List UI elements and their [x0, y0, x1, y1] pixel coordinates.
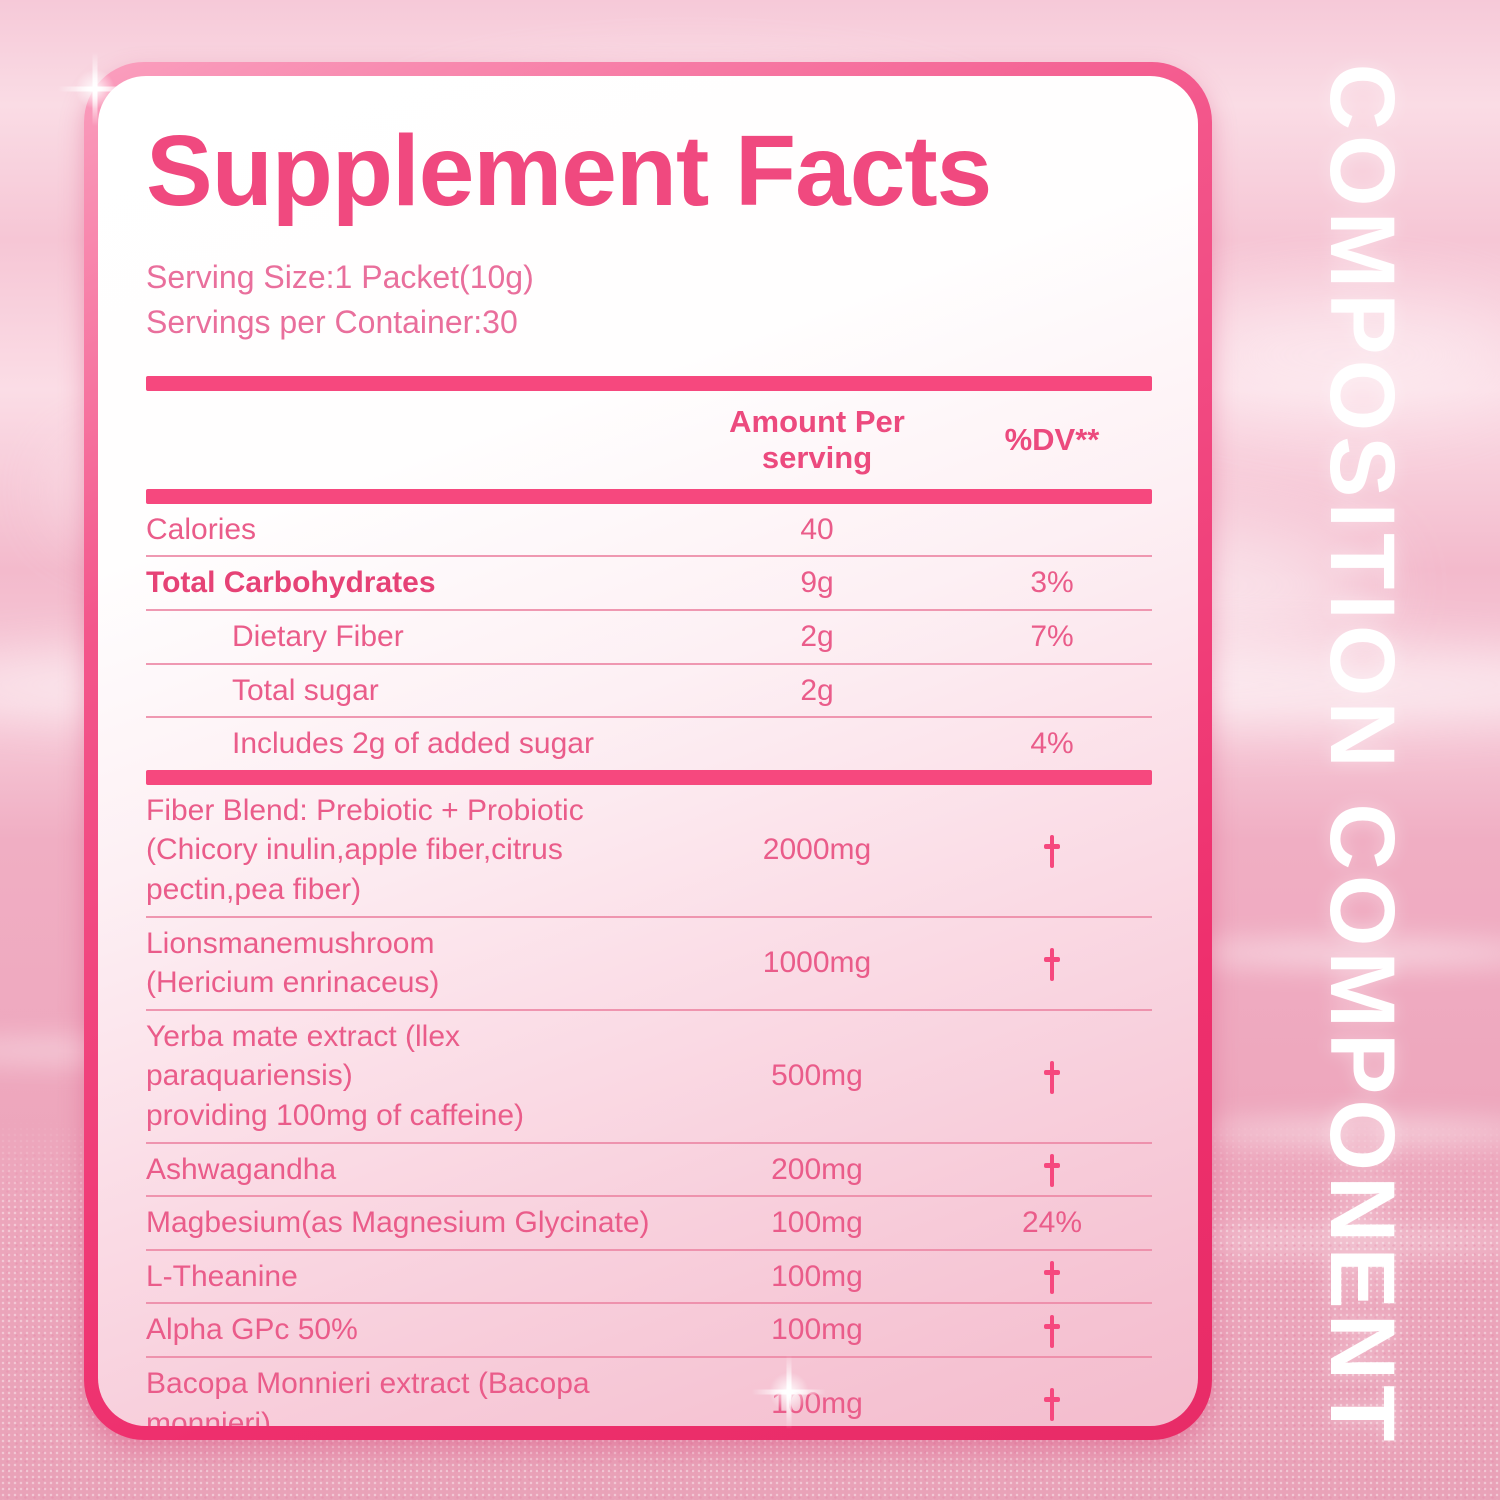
nutrient-name: Yerba mate extract (llex paraquariensis)…	[146, 1019, 525, 1132]
nutrient-amount: 100mg	[771, 1259, 863, 1293]
daily-value-not-established-icon	[1042, 1061, 1062, 1094]
daily-value-not-established-icon	[1042, 1261, 1062, 1294]
nutrient-name: Dietary Fiber	[232, 620, 404, 654]
nutrient-row: Calories 40	[146, 504, 1152, 556]
nutrient-name: Lionsmanemushroom (Hericium enrinaceus)	[146, 926, 440, 1000]
nutrient-row: Yerba mate extract (llex paraquariensis)…	[146, 1011, 1152, 1142]
nutrient-amount: 100mg	[771, 1386, 863, 1420]
row-divider	[146, 1195, 1152, 1198]
daily-value-not-established-icon	[1042, 1388, 1062, 1421]
nutrient-row: Total sugar 2g	[146, 665, 1152, 717]
nutrient-row: Ashwagandha 200mg	[146, 1144, 1152, 1196]
row-divider	[146, 1008, 1152, 1011]
column-amount-header: Amount Per serving	[729, 403, 905, 475]
section-divider-bar	[146, 769, 1152, 785]
nutrient-row: Alpha GPc 50% 100mg	[146, 1304, 1152, 1356]
nutrient-name: Alpha GPc 50%	[146, 1313, 358, 1347]
nutrient-name: Total Carbohydrates	[146, 566, 436, 600]
row-divider	[146, 1141, 1152, 1144]
nutrient-name: Ashwagandha	[146, 1152, 337, 1186]
section-divider-bar	[146, 488, 1152, 504]
nutrient-name: Bacopa Monnieri extract (Bacopa monnieri…	[146, 1366, 590, 1426]
table-header-row: Amount Per serving %DV**	[146, 391, 1152, 489]
nutrient-dv	[952, 1056, 1152, 1096]
nutrient-amount: 2000mg	[762, 833, 872, 867]
column-dv-header: %DV**	[1004, 421, 1100, 457]
nutrient-name: Calories	[146, 512, 257, 546]
section-divider-bar	[146, 375, 1152, 391]
panel-content: Supplement Facts Serving Size:1 Packet(1…	[98, 76, 1198, 1426]
row-divider	[146, 1248, 1152, 1251]
nutrient-amount: 2g	[800, 620, 834, 654]
serving-size-line: Serving Size:1 Packet(10g)	[146, 259, 534, 295]
row-divider	[146, 1355, 1152, 1358]
nutrient-dv	[952, 1257, 1152, 1297]
nutrient-name: Fiber Blend: Prebiotic + Probiotic (Chico…	[146, 793, 584, 907]
nutrient-row: Bacopa Monnieri extract (Bacopa monnieri…	[146, 1358, 1152, 1426]
row-divider	[146, 555, 1152, 558]
nutrient-row: Magbesium(as Magnesium Glycinate) 100mg 24…	[146, 1197, 1152, 1249]
daily-value-not-established-icon	[1042, 1315, 1062, 1348]
serving-info: Serving Size:1 Packet(10g) Servings per …	[146, 255, 1152, 346]
nutrient-amount: 9g	[800, 566, 834, 600]
nutrient-name: L-Theanine	[146, 1259, 298, 1293]
nutrient-dv: 7%	[1030, 620, 1074, 654]
nutrient-dv	[952, 943, 1152, 983]
nutrient-name: Includes 2g of added sugar	[232, 727, 594, 761]
nutrient-amount: 1000mg	[762, 946, 872, 980]
row-divider	[146, 915, 1152, 918]
nutrient-row: Total Carbohydrates 9g 3%	[146, 557, 1152, 609]
row-divider	[146, 716, 1152, 719]
daily-value-not-established-icon	[1042, 948, 1062, 981]
nutrient-dv: 24%	[1021, 1206, 1083, 1240]
nutrient-rows: Calories 40 Total Carbohydrates 9g 3% Dietary…	[146, 504, 1152, 1426]
nutrient-row: L-Theanine 100mg	[146, 1251, 1152, 1303]
nutrient-dv: 4%	[1030, 727, 1074, 761]
nutrient-dv	[952, 1150, 1152, 1190]
nutrient-dv	[952, 1310, 1152, 1350]
daily-value-not-established-icon	[1042, 835, 1062, 868]
nutrient-amount: 2g	[800, 673, 834, 707]
nutrient-dv	[952, 830, 1152, 870]
nutrient-amount: 100mg	[771, 1313, 863, 1347]
nutrient-amount: 200mg	[771, 1152, 863, 1186]
nutrient-row: Lionsmanemushroom (Hericium enrinaceus) 10…	[146, 918, 1152, 1009]
nutrient-name: Total sugar	[232, 673, 379, 707]
nutrient-amount: 40	[800, 512, 834, 546]
daily-value-not-established-icon	[1042, 1154, 1062, 1187]
nutrient-row: Fiber Blend: Prebiotic + Probiotic (Chico…	[146, 785, 1152, 916]
servings-per-container-line: Servings per Container:30	[146, 304, 518, 341]
nutrient-name: Magbesium(as Magnesium Glycinate)	[146, 1206, 650, 1240]
vertical-banner: COMPOSITION COMPONENT	[1311, 63, 1413, 1447]
row-divider	[146, 609, 1152, 612]
supplement-facts-panel: Supplement Facts Serving Size:1 Packet(1…	[84, 62, 1212, 1440]
nutrient-row: Dietary Fiber 2g 7%	[146, 611, 1152, 663]
nutrient-dv: 3%	[1030, 566, 1074, 600]
nutrient-dv	[952, 1384, 1152, 1424]
nutrient-amount: 500mg	[771, 1059, 863, 1093]
row-divider	[146, 1302, 1152, 1305]
row-divider	[146, 662, 1152, 665]
nutrient-amount: 100mg	[771, 1206, 863, 1240]
nutrient-row: Includes 2g of added sugar 4%	[146, 718, 1152, 770]
page-title: Supplement Facts	[146, 115, 992, 227]
